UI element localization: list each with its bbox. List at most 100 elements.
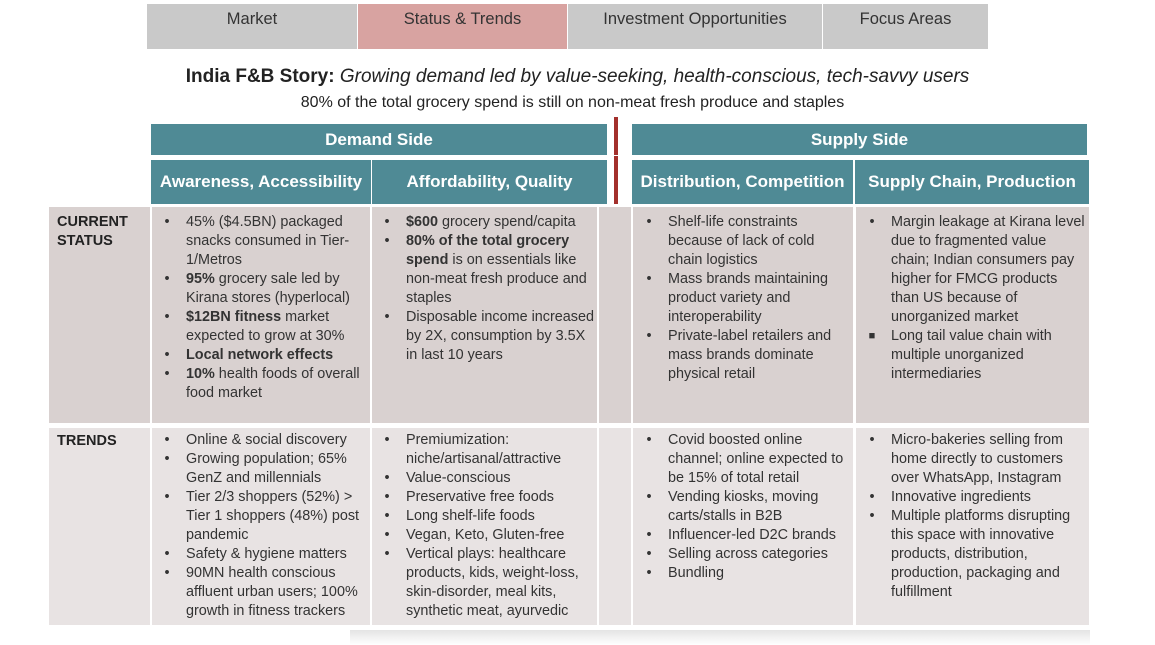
divider-bar xyxy=(614,156,618,204)
cell-current-affordability-bg xyxy=(372,207,597,423)
bullet-icon: • xyxy=(646,328,652,344)
list-item: • Innovative ingredients xyxy=(869,488,1085,507)
trends-affordability-list: • Premiumization: niche/artisanal/attract… xyxy=(384,431,596,621)
list-item: • $12BN fitness market expected to grow a… xyxy=(164,308,368,346)
bullet-icon: • xyxy=(646,546,652,562)
bullet-icon: • xyxy=(164,546,170,562)
current-awareness-list: • 45% ($4.5BN) packaged snacks consumed i… xyxy=(164,213,368,403)
column-header-affordability: Affordability, Quality xyxy=(372,160,607,204)
list-item: • 95% grocery sale led by Kirana stores (… xyxy=(164,270,368,308)
list-item: • Vertical plays: healthcare products, ki… xyxy=(384,545,596,621)
bullet-icon: • xyxy=(164,451,170,467)
trends-supply-chain-list: • Micro-bakeries selling from home direct… xyxy=(869,431,1085,602)
list-item: • Preservative free foods xyxy=(384,488,596,507)
row-label-trends: TRENDS xyxy=(57,433,117,449)
list-item: • Influencer-led D2C brands xyxy=(646,526,850,545)
list-item: • $600 grocery spend/capita xyxy=(384,213,598,232)
list-item: • Mass brands maintaining product variety… xyxy=(646,270,850,327)
column-header-awareness: Awareness, Accessibility xyxy=(151,160,371,204)
list-item: • Selling across categories xyxy=(646,545,850,564)
bullet-icon: • xyxy=(384,527,390,543)
list-item: • Tier 2/3 shoppers (52%) > Tier 1 shoppe… xyxy=(164,488,368,545)
list-item: • Margin leakage at Kirana level due to f… xyxy=(869,213,1085,327)
list-item: • Vending kiosks, moving carts/stalls in … xyxy=(646,488,850,526)
list-item: • Covid boosted online channel; online ex… xyxy=(646,431,850,488)
tab-label: Status & Trends xyxy=(403,10,522,28)
bullet-icon: • xyxy=(646,214,652,230)
divider-bar xyxy=(614,117,618,155)
bullet-icon: • xyxy=(164,347,170,363)
slide-shadow xyxy=(350,630,1090,645)
trends-distribution-list: • Covid boosted online channel; online ex… xyxy=(646,431,850,583)
tab-market[interactable]: Market xyxy=(147,4,357,49)
cell-current-distribution-bg xyxy=(633,207,853,423)
bullet-icon: • xyxy=(384,546,390,562)
tab-investment-opportunities[interactable]: Investment Opportunities xyxy=(568,4,822,49)
list-item: ■ Long tail value chain with multiple uno… xyxy=(869,327,1085,384)
list-item: • Premiumization: niche/artisanal/attract… xyxy=(384,431,596,469)
tab-status-trends[interactable]: Status & Trends xyxy=(358,4,567,49)
list-item: • Micro-bakeries selling from home direct… xyxy=(869,431,1085,488)
list-item: • Vegan, Keto, Gluten-free xyxy=(384,526,596,545)
bullet-icon: • xyxy=(164,366,170,382)
list-item: • 90MN health conscious affluent urban us… xyxy=(164,564,368,621)
bullet-icon: • xyxy=(384,508,390,524)
tab-label: Focus Areas xyxy=(859,10,952,28)
bullet-icon: • xyxy=(384,470,390,486)
bullet-icon: • xyxy=(164,432,170,448)
current-affordability-list: • $600 grocery spend/capita • 80% of the t… xyxy=(384,213,598,365)
cell-trends-affordability-bg xyxy=(372,428,597,625)
cell-current-awareness-bg xyxy=(152,207,370,423)
list-item: • 80% of the total grocery spend is on es… xyxy=(384,232,598,308)
tab-focus-areas[interactable]: Focus Areas xyxy=(823,4,988,49)
tab-label: Investment Opportunities xyxy=(603,10,787,28)
cell-current-supply-bg xyxy=(856,207,1089,423)
bullet-icon: • xyxy=(869,508,875,524)
bullet-icon: • xyxy=(384,489,390,505)
list-item: • Private-label retailers and mass brands… xyxy=(646,327,850,384)
list-item: • Online & social discovery xyxy=(164,431,368,450)
row-label-cell xyxy=(49,428,150,625)
list-item: • Disposable income increased by 2X, cons… xyxy=(384,308,598,365)
trends-awareness-list: • Online & social discovery • Growing popu… xyxy=(164,431,368,621)
bullet-icon: • xyxy=(646,565,652,581)
gap-cell xyxy=(599,207,631,423)
bullet-icon: • xyxy=(869,214,875,230)
bullet-icon: • xyxy=(384,432,390,448)
cell-trends-distribution-bg xyxy=(633,428,853,625)
square-bullet-icon: ■ xyxy=(868,330,876,342)
list-item: • Growing population; 65% GenZ and millen… xyxy=(164,450,368,488)
title-italic: Growing demand led by value-seeking, hea… xyxy=(339,66,970,87)
list-item: • Local network effects xyxy=(164,346,368,365)
bullet-icon: • xyxy=(384,233,390,249)
supply-side-header: Supply Side xyxy=(632,124,1087,155)
page-subtitle: 80% of the total grocery spend is still … xyxy=(300,94,845,111)
current-distribution-list: • Shelf-life constraints because of lack … xyxy=(646,213,850,384)
cell-trends-awareness-bg xyxy=(152,428,370,625)
list-item: • 10% health foods of overall food market xyxy=(164,365,368,403)
bullet-icon: • xyxy=(164,565,170,581)
row-label-cell xyxy=(49,207,150,423)
title-bold: India F&B Story: xyxy=(185,66,335,87)
list-item: • Safety & hygiene matters xyxy=(164,545,368,564)
bullet-icon: • xyxy=(646,489,652,505)
bullet-icon: • xyxy=(164,271,170,287)
bullet-icon: • xyxy=(869,432,875,448)
column-header-distribution: Distribution, Competition xyxy=(632,160,853,204)
list-item: • Value-conscious xyxy=(384,469,596,488)
current-supply-chain-list: • Margin leakage at Kirana level due to f… xyxy=(869,213,1085,384)
bullet-icon: • xyxy=(869,489,875,505)
page-title: India F&B Story: Growing demand led by v… xyxy=(0,66,1155,88)
list-item: • Bundling xyxy=(646,564,850,583)
row-label-current-status: CURRENT STATUS xyxy=(57,214,128,249)
bullet-icon: • xyxy=(646,432,652,448)
bullet-icon: • xyxy=(164,489,170,505)
list-item: • 45% ($4.5BN) packaged snacks consumed i… xyxy=(164,213,368,270)
list-item: • Multiple platforms disrupting this spac… xyxy=(869,507,1085,602)
demand-side-header: Demand Side xyxy=(151,124,607,155)
bullet-icon: • xyxy=(384,309,390,325)
bullet-icon: • xyxy=(384,214,390,230)
gap-cell xyxy=(599,428,631,625)
column-header-supply-chain: Supply Chain, Production xyxy=(855,160,1089,204)
bullet-icon: • xyxy=(164,214,170,230)
